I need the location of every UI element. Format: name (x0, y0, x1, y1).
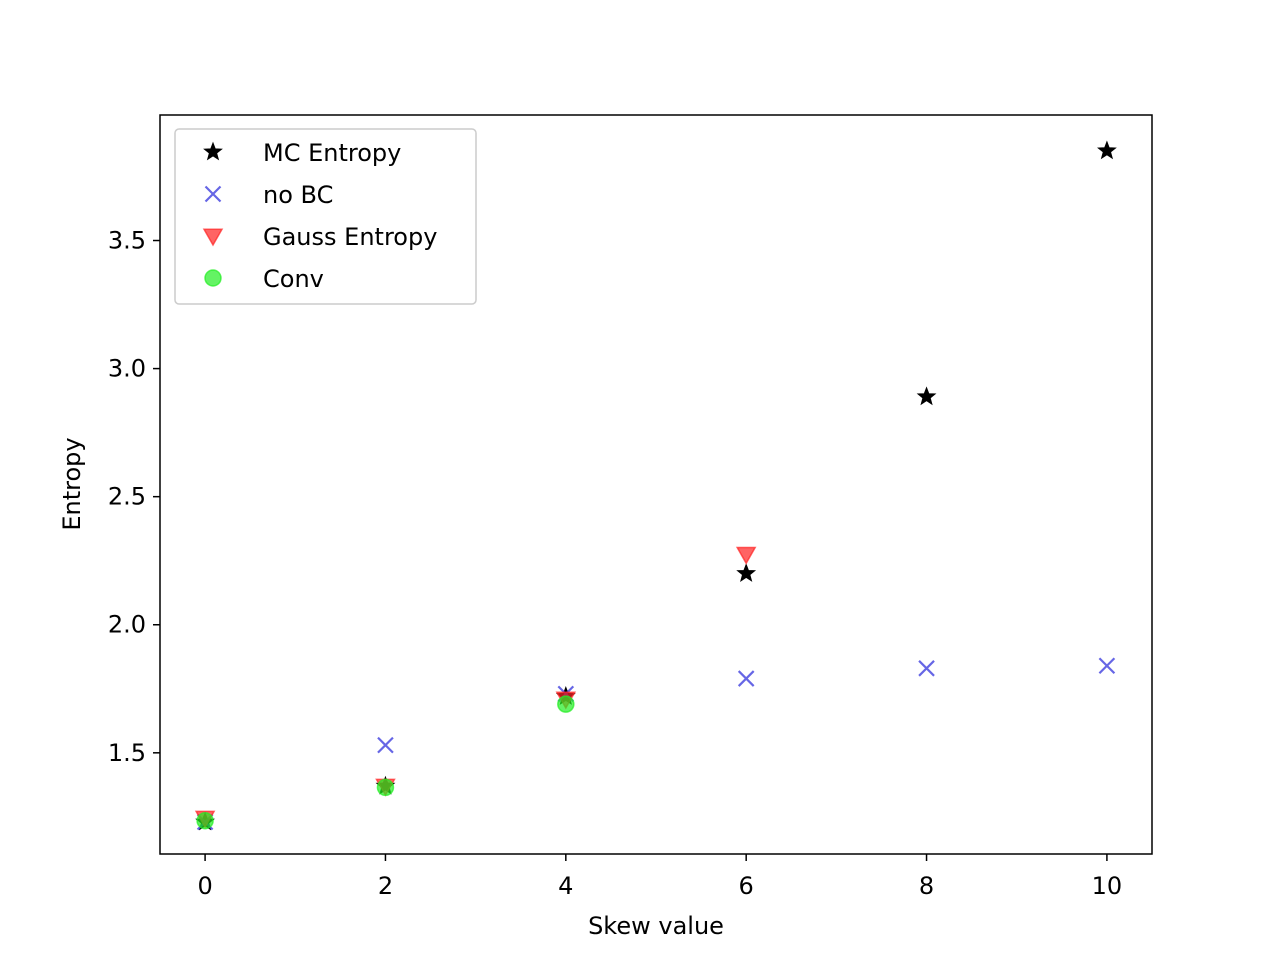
legend-label-no-bc: no BC (263, 181, 333, 209)
y-tick-label: 3.0 (108, 355, 146, 383)
y-tick-label: 3.5 (108, 227, 146, 255)
x-tick-label: 0 (197, 872, 212, 900)
y-tick-label: 2.0 (108, 611, 146, 639)
point-gauss-entropy (735, 546, 757, 565)
y-tick-label: 2.5 (108, 483, 146, 511)
point-no-bc (1098, 657, 1116, 675)
x-tick-label: 8 (919, 872, 934, 900)
x-axis-ticks: 0 2 4 6 8 10 (197, 854, 1122, 900)
x-tick-label: 2 (378, 872, 393, 900)
point-mc-entropy (916, 386, 937, 406)
point-conv (196, 811, 214, 830)
legend-marker-gauss-entropy (202, 228, 224, 247)
legend-marker-mc-entropy (203, 141, 223, 161)
legend-marker-conv (204, 269, 222, 287)
legend: MC Entropy no BC Gauss Entropy Conv (174, 128, 477, 305)
data-marks (194, 140, 1117, 831)
point-no-bc (918, 660, 935, 677)
point-no-bc (377, 736, 394, 754)
point-conv (557, 695, 575, 713)
point-mc-entropy (1097, 140, 1117, 160)
point-conv (376, 778, 395, 797)
plot-frame (159, 114, 1153, 855)
y-axis-label: Entropy (58, 437, 86, 530)
x-tick-label: 4 (558, 872, 573, 900)
y-tick-label: 1.5 (108, 739, 146, 767)
series-conv (196, 695, 575, 830)
legend-label-gauss-entropy: Gauss Entropy (263, 223, 437, 251)
legend-marker-no-bc (204, 185, 222, 203)
x-tick-label: 6 (739, 872, 754, 900)
point-mc-entropy (736, 563, 757, 582)
x-tick-label: 10 (1092, 872, 1123, 900)
y-axis-ticks: 1.5 2.0 2.5 3.0 3.5 (108, 227, 160, 767)
legend-box (174, 128, 477, 305)
point-no-bc (737, 670, 755, 687)
x-axis-label: Skew value (588, 912, 724, 940)
legend-label-mc-entropy: MC Entropy (263, 139, 401, 167)
legend-label-conv: Conv (263, 265, 324, 293)
